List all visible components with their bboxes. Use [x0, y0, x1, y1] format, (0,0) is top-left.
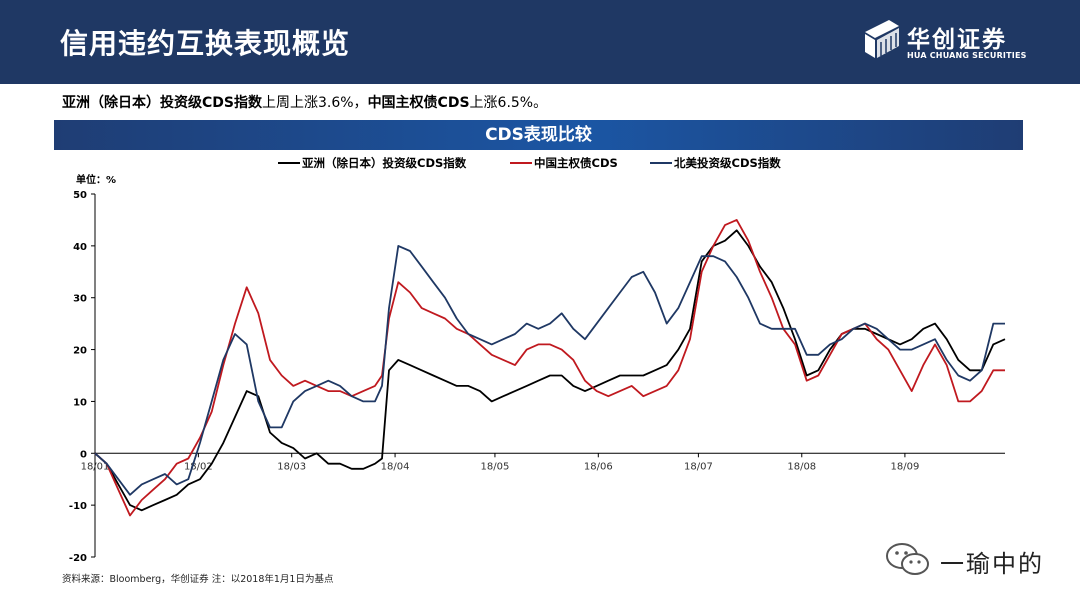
x-tick-label: 18/06	[584, 461, 613, 472]
y-unit-label: 单位：%	[76, 173, 116, 186]
y-tick-label: 30	[73, 294, 87, 305]
series-line-1	[94, 229, 1006, 512]
y-tick-label: -10	[69, 501, 87, 512]
company-logo: 华创证券 HUA CHUANG SECURITIES	[863, 20, 1063, 66]
watermark-text: 一瑜中的	[940, 550, 1044, 578]
x-tick-label: 18/07	[684, 461, 713, 472]
y-tick-label: 50	[73, 190, 87, 201]
summary-asia-index: 亚洲（除日本）投资级CDS指数	[62, 95, 262, 111]
x-tick-label: 18/09	[890, 461, 919, 472]
legend-label-1: 亚洲（除日本）投资级CDS指数	[302, 156, 467, 170]
y-tick-label: 10	[73, 397, 87, 408]
slide-header: 信用违约互换表现概览 华创证券 HUA CHUANG SECURITIES	[0, 0, 1080, 84]
legend-label-2: 中国主权债CDS	[534, 156, 618, 170]
y-tick-label: 0	[80, 449, 87, 460]
x-tick-label: 18/04	[381, 461, 410, 472]
logo-mark-icon	[865, 20, 899, 58]
logo-name: 华创证券	[907, 27, 1007, 53]
series-line-3	[94, 245, 1005, 496]
x-tick-label: 18/05	[481, 461, 510, 472]
y-tick-label: 40	[73, 242, 87, 253]
source-note: 资料来源：Bloomberg，华创证券 注：以2018年1月1日为基点	[62, 574, 334, 585]
x-tick-label: 18/08	[787, 461, 816, 472]
chart-title-bar: CDS表现比较	[54, 120, 1023, 150]
summary-china-change: 上涨6.5%。	[469, 95, 548, 111]
wechat-icon	[886, 543, 929, 575]
series-line-2	[94, 219, 1005, 517]
page-title: 信用违约互换表现概览	[60, 27, 351, 60]
summary-asia-change: 上周上涨3.6%，	[261, 95, 368, 111]
x-tick-label: 18/01	[81, 461, 110, 472]
legend-label-3: 北美投资级CDS指数	[674, 156, 781, 170]
x-tick-label: 18/03	[277, 461, 306, 472]
y-tick-label: -20	[69, 553, 87, 564]
summary-china-index: 中国主权债CDS	[367, 95, 470, 111]
summary-text: 亚洲（除日本）投资级CDS指数上周上涨3.6%，中国主权债CDS上涨6.5%。	[62, 92, 547, 112]
logo-subtitle: HUA CHUANG SECURITIES	[907, 51, 1027, 60]
x-tick-label: 18/02	[184, 461, 213, 472]
y-tick-label: 20	[73, 346, 87, 357]
wechat-watermark: 一瑜中的	[884, 540, 1054, 580]
cds-line-chart: 单位：% -20 -10 0 10 20 30 40 50 18/01 18/02 18/03 18/0…	[69, 156, 1006, 564]
